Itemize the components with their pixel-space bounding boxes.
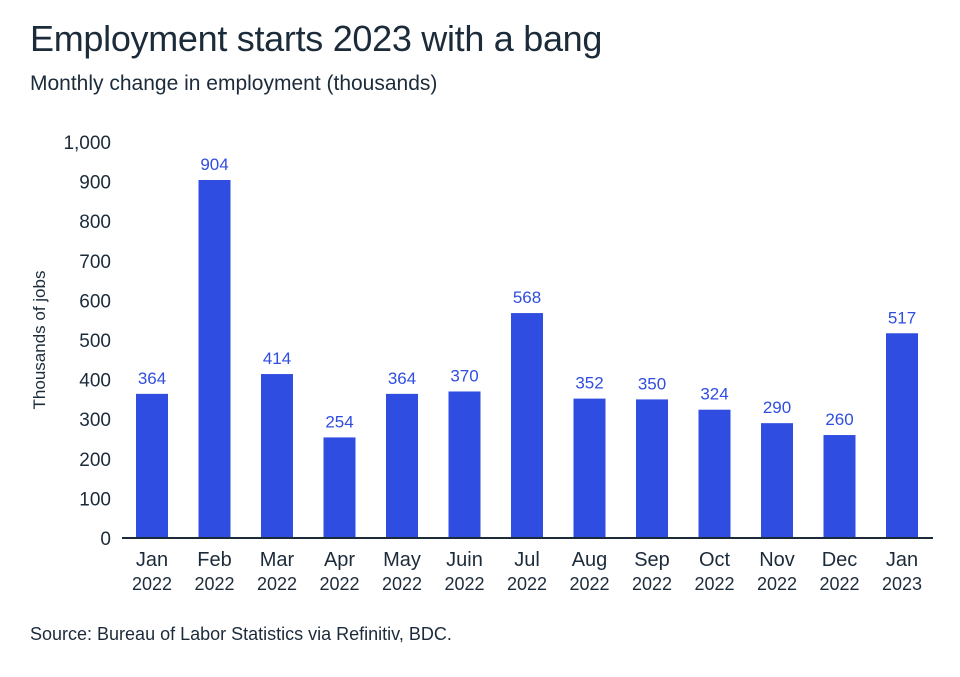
y-axis-label: Thousands of jobs bbox=[30, 271, 49, 410]
y-tick-label: 0 bbox=[100, 529, 111, 550]
source-note: Source: Bureau of Labor Statistics via R… bbox=[30, 624, 452, 644]
bar bbox=[198, 180, 231, 539]
y-tick-label: 800 bbox=[79, 212, 111, 233]
x-axis: Jan 2022 Feb 2022 Mar 2022 Apr 2022 May 2022 Juin 2… bbox=[122, 537, 933, 594]
x-tick-label: Oct bbox=[699, 549, 731, 571]
x-tick-label: Juin bbox=[446, 549, 483, 571]
x-tick-year-label: 2022 bbox=[194, 574, 234, 594]
y-tick-label: 600 bbox=[79, 291, 111, 312]
x-tick-label: Nov bbox=[759, 549, 795, 571]
y-axis: 0 100 200 300 400 500 600 700 800 900 1,000 bbox=[63, 133, 111, 550]
data-label: 904 bbox=[200, 155, 228, 174]
data-label: 260 bbox=[825, 410, 853, 429]
y-tick-label: 700 bbox=[79, 252, 111, 273]
y-tick-label: 100 bbox=[79, 489, 111, 510]
bar bbox=[511, 313, 543, 538]
x-tick-year-label: 2022 bbox=[694, 574, 734, 594]
x-tick-year-label: 2022 bbox=[819, 574, 859, 594]
x-tick-label: Jul bbox=[514, 549, 540, 571]
x-tick-year-label: 2023 bbox=[882, 574, 922, 594]
x-tick-label: Jan bbox=[136, 549, 168, 571]
bar bbox=[823, 435, 856, 538]
bar bbox=[136, 393, 168, 538]
x-tick-year-label: 2022 bbox=[132, 574, 172, 594]
bar bbox=[886, 333, 918, 538]
x-tick-year-label: 2022 bbox=[507, 574, 547, 594]
x-tick-label: Feb bbox=[197, 549, 231, 571]
bar bbox=[761, 423, 793, 538]
y-tick-label: 300 bbox=[79, 410, 111, 431]
bars-group: 364 904 414 254 364 370 568 352 350 324 290 260 517 bbox=[136, 155, 918, 539]
data-label: 324 bbox=[700, 385, 728, 404]
data-label: 352 bbox=[575, 374, 603, 393]
x-tick-year-label: 2022 bbox=[569, 574, 609, 594]
bar bbox=[386, 393, 418, 538]
y-tick-label: 200 bbox=[79, 450, 111, 471]
x-tick-label: Apr bbox=[324, 549, 355, 571]
bar bbox=[323, 437, 356, 538]
data-label: 254 bbox=[325, 412, 353, 431]
data-label: 517 bbox=[888, 308, 916, 327]
x-tick-year-label: 2022 bbox=[444, 574, 484, 594]
bar bbox=[573, 398, 606, 538]
data-label: 364 bbox=[138, 369, 166, 388]
y-tick-label: 500 bbox=[79, 331, 111, 352]
data-label: 370 bbox=[450, 366, 478, 385]
bar bbox=[636, 399, 668, 538]
y-tick-label: 1,000 bbox=[63, 133, 111, 154]
bar bbox=[261, 374, 293, 538]
x-tick-year-label: 2022 bbox=[632, 574, 672, 594]
bar bbox=[448, 391, 481, 538]
data-label: 364 bbox=[388, 369, 416, 388]
chart-subtitle: Monthly change in employment (thousands) bbox=[30, 72, 438, 95]
x-tick-label: Jan bbox=[886, 549, 918, 571]
x-tick-year-label: 2022 bbox=[319, 574, 359, 594]
chart-title: Employment starts 2023 with a bang bbox=[30, 18, 603, 59]
x-tick-year-label: 2022 bbox=[382, 574, 422, 594]
data-label: 568 bbox=[513, 288, 541, 307]
data-label: 350 bbox=[638, 374, 666, 393]
data-label: 414 bbox=[263, 349, 291, 368]
x-tick-label: Aug bbox=[572, 549, 608, 571]
x-tick-year-label: 2022 bbox=[757, 574, 797, 594]
y-tick-label: 900 bbox=[79, 173, 111, 194]
y-tick-label: 400 bbox=[79, 371, 111, 392]
x-tick-label: Dec bbox=[822, 549, 858, 571]
x-tick-label: May bbox=[383, 549, 421, 571]
data-label: 290 bbox=[763, 398, 791, 417]
x-tick-label: Mar bbox=[260, 549, 295, 571]
bar bbox=[698, 409, 731, 538]
x-tick-year-label: 2022 bbox=[257, 574, 297, 594]
x-tick-label: Sep bbox=[634, 549, 670, 571]
